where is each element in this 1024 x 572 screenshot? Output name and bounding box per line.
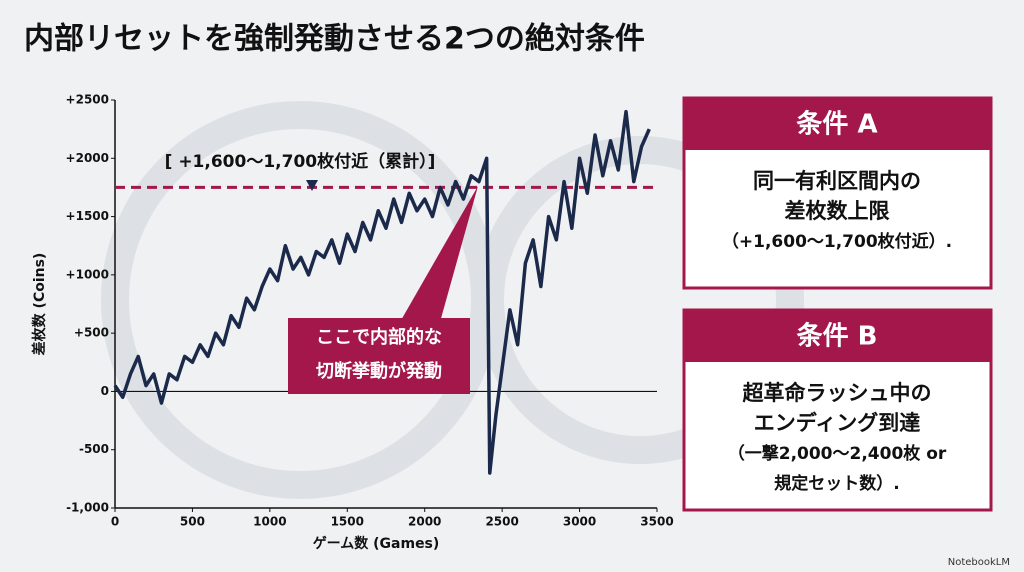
y-axis-label: 差枚数 (Coins) [31,253,48,356]
footer: NotebookLM [948,557,1010,568]
callout-text: ここで内部的な [316,326,442,348]
x-tick-label: 1500 [331,515,364,529]
page-title: 内部リセットを強制発動させる2つの絶対条件 [24,22,645,57]
y-tick-label: +1000 [66,267,109,281]
panel-text: （一撃2,000〜2,400枚 or [728,443,947,464]
x-tick-label: 1000 [253,515,286,529]
panel-title: 条件 A [796,110,877,140]
y-tick-label: +500 [74,326,109,340]
reference-label: [ +1,600〜1,700枚付近（累計）] [165,151,436,172]
panel-text: （+1,600〜1,700枚付近）. [722,231,952,252]
panel-header [684,98,991,150]
y-tick-label: 0 [101,384,109,398]
x-tick-label: 2000 [408,515,441,529]
panel-header [684,310,991,362]
x-tick-label: 500 [180,515,205,529]
x-tick-label: 3000 [563,515,596,529]
x-tick-label: 2500 [485,515,518,529]
panel-title: 条件 B [797,322,878,352]
callout-box [288,318,470,394]
x-tick-label: 0 [111,515,119,529]
data-line [113,109,651,475]
panel-text: 差枚数上限 [785,199,890,223]
y-tick-label: +2000 [66,151,109,165]
y-tick-label: -500 [79,442,109,456]
plot: -1,000 -500 0 +500 +1000 +1500 +2000 +2500 0 500 1… [31,93,674,553]
x-axis-label: ゲーム数 (Games) [313,535,440,552]
x-tick-label: 3500 [640,515,673,529]
panel-text: 規定セット数）. [774,473,899,494]
y-tick-label: +1500 [66,209,109,223]
panel-text: 超革命ラッシュ中の [743,381,932,405]
callout-text: 切断挙動が発動 [316,360,442,382]
y-tick-label: +2500 [66,93,109,107]
reference-marker [306,180,318,191]
panel-text: 同一有利区間内の [753,169,921,193]
panel-text: エンディング到達 [754,411,921,435]
y-tick-label: -1,000 [66,501,109,515]
callout-pointer [400,186,478,322]
